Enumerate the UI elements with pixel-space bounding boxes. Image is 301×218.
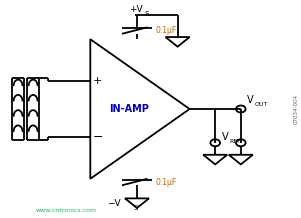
Text: +: +: [93, 76, 103, 86]
Text: 0.1μF: 0.1μF: [155, 26, 176, 35]
Text: 07034-004: 07034-004: [294, 94, 299, 124]
Text: IN-AMP: IN-AMP: [110, 104, 149, 114]
Text: −: −: [93, 131, 103, 144]
Text: 0.1μF: 0.1μF: [155, 178, 176, 187]
Text: REF: REF: [229, 139, 241, 144]
Text: V: V: [247, 95, 253, 105]
Text: S: S: [133, 204, 138, 211]
Text: www.cntronics.com: www.cntronics.com: [36, 208, 97, 213]
Text: V: V: [222, 132, 228, 142]
Text: OUT: OUT: [254, 102, 268, 107]
Text: S: S: [144, 11, 149, 17]
Text: −V: −V: [107, 199, 120, 208]
Text: +V: +V: [129, 5, 142, 14]
